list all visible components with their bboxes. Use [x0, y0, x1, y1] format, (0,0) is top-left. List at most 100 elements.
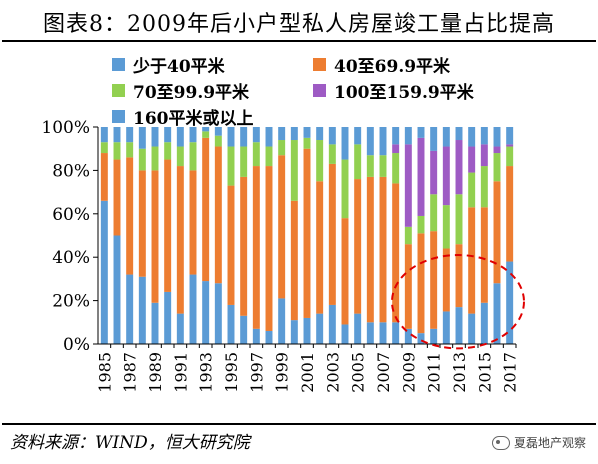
bar-segment-1995-s0 [227, 304, 235, 344]
bar-segment-1995-s1 [227, 185, 235, 305]
x-tick-label: 1999 [273, 352, 292, 393]
x-tick-label: 2011 [425, 352, 444, 393]
legend-item-100-159: 100至159.9平米 [313, 78, 474, 103]
watermark-text: 夏磊地产观察 [513, 436, 586, 450]
bar-segment-1988-s2 [138, 148, 146, 171]
bar-segment-1991-s0 [176, 313, 184, 344]
bar-segment-2004-s2 [341, 159, 349, 219]
x-tick-label: 2007 [374, 352, 393, 393]
legend-label-gt160: 160平米或以上 [133, 109, 254, 129]
bar-segment-2011-s4 [430, 127, 438, 151]
bar-segment-1997-s0 [252, 328, 260, 344]
bar-segment-1985-s2 [100, 142, 108, 154]
bar-segment-2006-s1 [366, 176, 374, 323]
bar-segment-2010-s3 [417, 137, 425, 216]
bar-segment-2001-s4 [303, 127, 311, 138]
bar-segment-2007-s4 [379, 127, 387, 156]
bar-segment-1996-s2 [240, 146, 248, 177]
bar-segment-1999-s1 [278, 155, 286, 299]
bar-segment-1992-s2 [189, 142, 197, 171]
bar-segment-1994-s1 [214, 146, 222, 284]
bar-segment-2017-s2 [506, 146, 514, 167]
bar-segment-2004-s0 [341, 324, 349, 344]
bar-segment-2007-s2 [379, 155, 387, 177]
bar-segment-2015-s2 [480, 166, 488, 208]
bar-segment-2005-s2 [354, 144, 362, 180]
bar-segment-1985-s0 [100, 200, 108, 344]
bar-segment-2013-s3 [455, 140, 463, 195]
x-tick-label: 2017 [501, 352, 520, 393]
y-tick-label: 20% [52, 292, 90, 312]
bar-segment-1999-s0 [278, 298, 286, 344]
title-divider [2, 40, 596, 42]
bar-segment-2009-s4 [404, 127, 412, 145]
bar-segment-2009-s3 [404, 144, 412, 227]
bar-segment-2013-s4 [455, 127, 463, 141]
bar-segment-1989-s4 [151, 127, 159, 147]
bar-segment-2005-s0 [354, 313, 362, 344]
bar-segment-2012-s3 [442, 146, 450, 206]
bar-segment-1994-s4 [214, 127, 222, 136]
bar-segment-1990-s0 [164, 291, 172, 344]
bar-segment-2017-s4 [506, 127, 514, 145]
bar-segment-2006-s4 [366, 127, 374, 156]
bar-segment-1994-s0 [214, 283, 222, 344]
bar-segment-2012-s1 [442, 248, 450, 312]
legend-swatch-40-69 [313, 58, 326, 71]
bar-segment-1996-s4 [240, 127, 248, 147]
bar-segment-2016-s3 [493, 146, 501, 154]
bar-segment-2012-s0 [442, 311, 450, 344]
bar-segment-2000-s0 [290, 320, 298, 344]
bar-segment-1996-s0 [240, 315, 248, 344]
bar-segment-1990-s2 [164, 142, 172, 160]
bar-segment-1986-s1 [113, 159, 121, 236]
bar-segment-2011-s3 [430, 150, 438, 195]
bar-segment-1988-s1 [138, 170, 146, 277]
bar-segment-1987-s2 [126, 142, 134, 158]
bar-segment-2004-s4 [341, 127, 349, 160]
bar-segment-2006-s2 [366, 155, 374, 177]
x-tick-label: 2003 [323, 352, 342, 393]
y-tick-label: 0% [63, 335, 90, 355]
bar-segment-2008-s4 [392, 127, 400, 145]
x-tick-label: 1985 [95, 352, 114, 393]
bar-segment-2014-s4 [468, 127, 476, 147]
bar-segment-2008-s3 [392, 144, 400, 154]
bar-segment-1987-s1 [126, 157, 134, 275]
x-tick-label: 2013 [450, 352, 469, 393]
bar-segment-2009-s2 [404, 226, 412, 245]
bar-segment-2015-s3 [480, 144, 488, 167]
bar-segment-1994-s2 [214, 135, 222, 147]
x-tick-label: 2001 [298, 352, 317, 393]
bar-segment-2003-s4 [328, 127, 336, 145]
bar-segment-2000-s2 [290, 140, 298, 201]
bar-segment-2011-s2 [430, 194, 438, 232]
bar-segment-1991-s2 [176, 146, 184, 167]
bar-segment-1995-s4 [227, 127, 235, 147]
bar-segment-1986-s4 [113, 127, 121, 143]
legend-label-70-99: 70至99.9平米 [133, 83, 250, 103]
bar-segment-2010-s1 [417, 233, 425, 334]
bar-segment-1999-s2 [278, 140, 286, 156]
bar-segment-1986-s2 [113, 142, 121, 160]
bar-segment-1989-s0 [151, 302, 159, 344]
bar-segment-2017-s1 [506, 166, 514, 262]
bar-segment-1997-s1 [252, 166, 260, 329]
bar-segment-2002-s1 [316, 181, 324, 314]
watermark: 夏磊地产观察 [491, 434, 586, 451]
bar-segment-2003-s0 [328, 304, 336, 344]
bar-segment-2014-s1 [468, 207, 476, 314]
bar-segment-1990-s4 [164, 127, 172, 143]
legend-swatch-70-99 [112, 84, 125, 97]
footer-divider [2, 423, 596, 425]
bar-segment-1989-s1 [151, 170, 159, 303]
bar-segment-2003-s1 [328, 163, 336, 305]
bar-segment-2007-s0 [379, 322, 387, 344]
bar-segment-1997-s2 [252, 142, 260, 167]
bar-segment-2010-s2 [417, 215, 425, 234]
bar-segment-2016-s0 [493, 283, 501, 344]
legend-item-lt40: 少于40平米 [112, 52, 225, 77]
legend-item-70-99: 70至99.9平米 [112, 78, 249, 103]
bar-segment-2016-s1 [493, 181, 501, 284]
bar-segment-1993-s4 [202, 127, 210, 132]
